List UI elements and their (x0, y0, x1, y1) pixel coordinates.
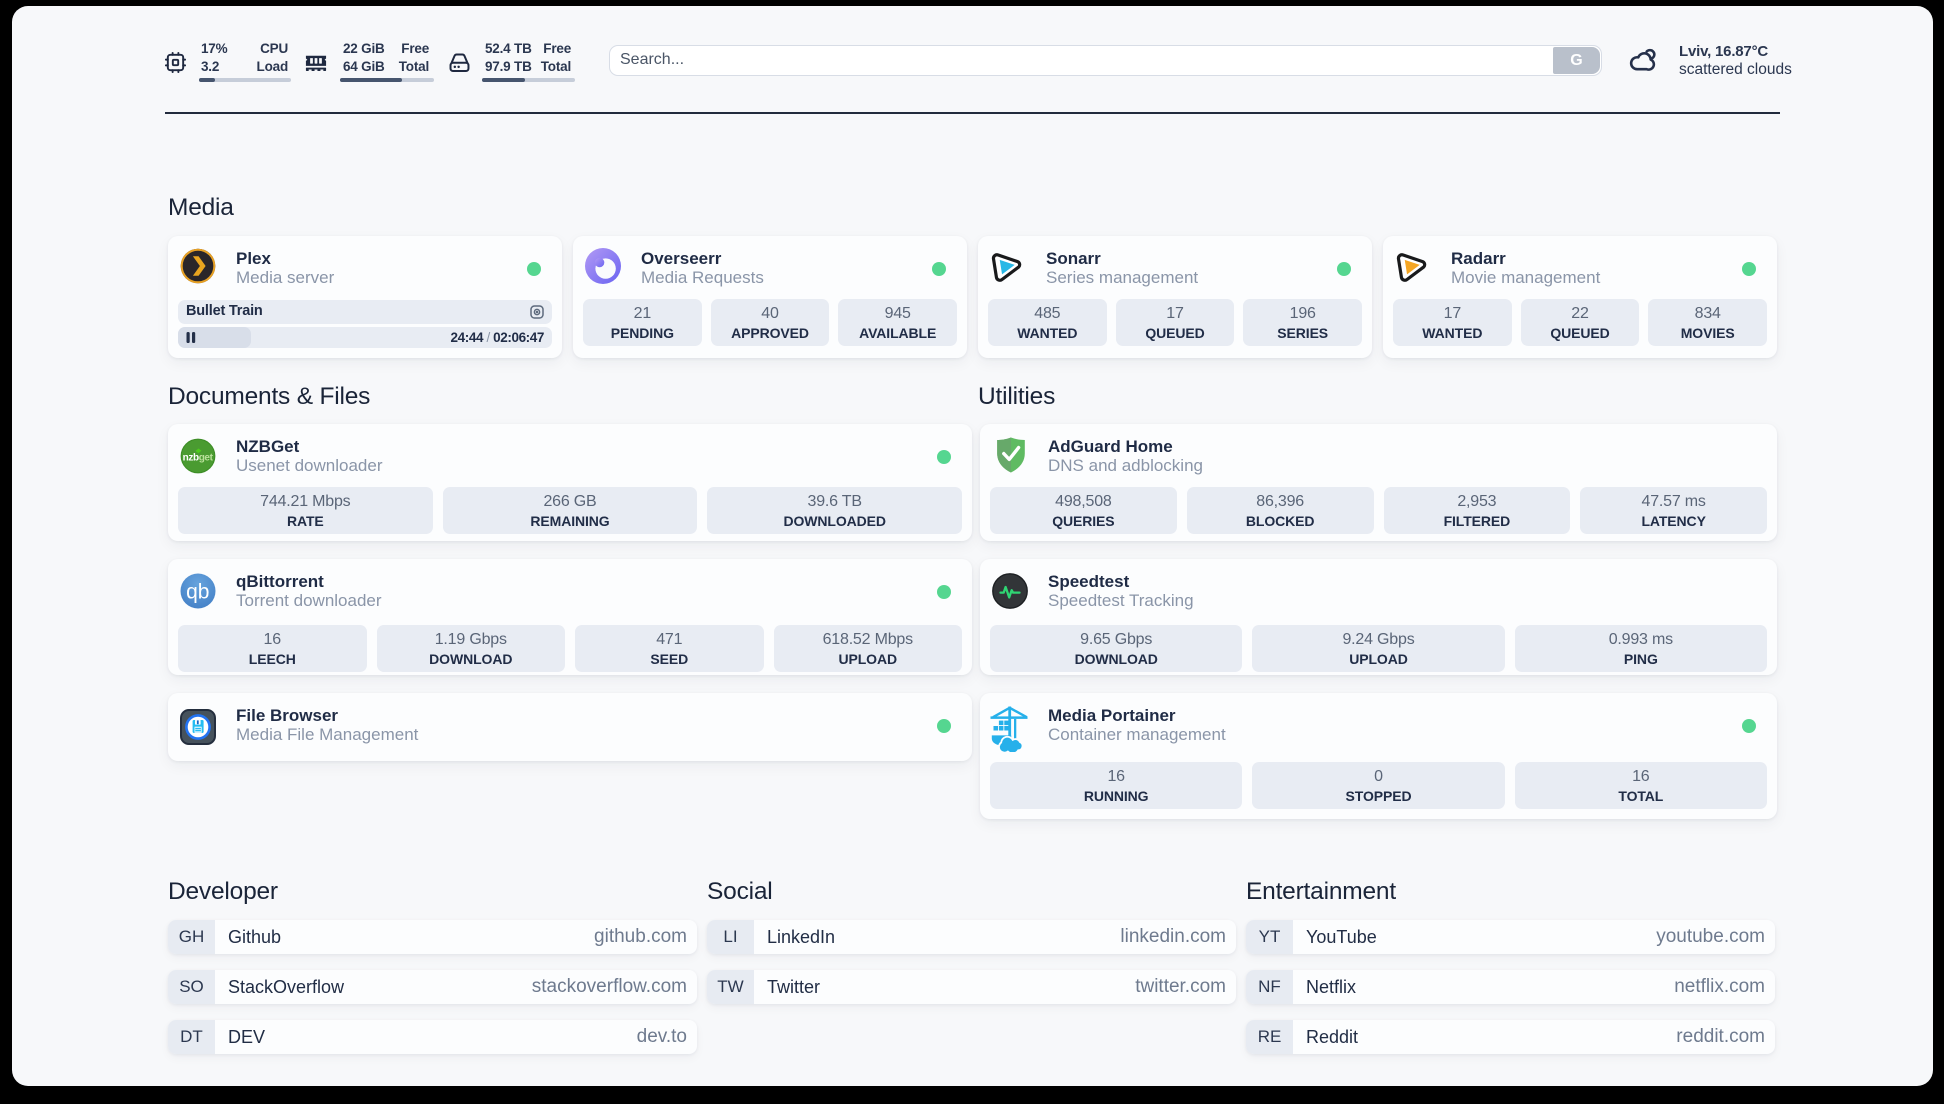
svg-text:qb: qb (186, 581, 209, 604)
svg-text:nzbget: nzbget (183, 452, 214, 463)
